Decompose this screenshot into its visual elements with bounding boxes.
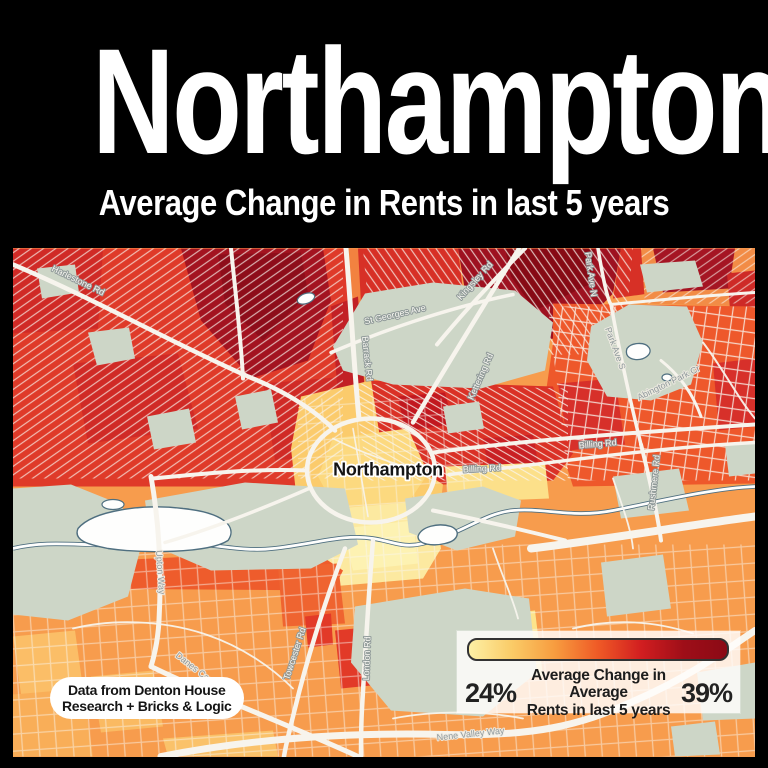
legend-max-value: 39% [680,677,733,708]
street-label-london-rd: London Rd [361,636,373,680]
page-title: Northampton [92,17,768,185]
header: Northampton Average Change in Rents in l… [0,0,768,224]
city-label: Northampton [333,460,443,480]
attribution-line2: Research + Bricks & Logic [62,698,232,715]
street-label-upton-way: Upton Way [154,550,167,595]
legend-title-line1: Average Change in Average [531,667,666,702]
water-layer [13,292,755,553]
roads-layer [13,248,755,757]
attribution-line1: Data from Denton House [68,682,226,698]
choropleth-map: Harlestone Rd St Georges Ave Kingsley Rd… [13,248,755,757]
street-label-billing-rd: Billing Rd [463,463,502,475]
legend-title: Average Change in Average Rents in last … [516,667,681,719]
street-label-billing-rd-east: Billing Rd [578,437,617,450]
legend-min-value: 24% [465,677,517,708]
attribution-badge: Data from Denton House Research + Bricks… [50,677,244,720]
legend: 24% Average Change in Average Rents in l… [457,631,740,719]
legend-gradient-bar [467,638,729,661]
page-subtitle: Average Change in Rents in last 5 years [98,182,670,223]
legend-labels: 24% Average Change in Average Rents in l… [457,667,740,719]
legend-title-line2: Rents in last 5 years [526,701,671,719]
